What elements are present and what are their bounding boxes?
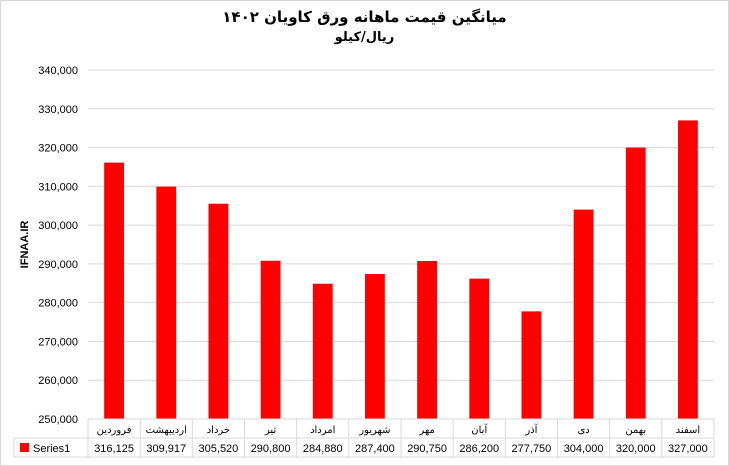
data-label: 287,400 — [355, 443, 395, 455]
chart-title: میانگین قیمت ماهانه ورق کاویان ۱۴۰۲ — [222, 8, 507, 26]
bar — [260, 260, 281, 419]
bar — [573, 209, 594, 419]
data-label: 327,000 — [668, 443, 708, 455]
y-tick-label: 330,000 — [38, 104, 78, 116]
y-tick-label: 300,000 — [38, 220, 78, 232]
y-tick-label: 310,000 — [38, 181, 78, 193]
bar — [365, 273, 385, 419]
x-tick-label: اردیبهشت — [146, 425, 187, 436]
data-label: 320,000 — [616, 443, 656, 455]
data-label: 277,750 — [512, 443, 552, 455]
bar — [312, 283, 333, 419]
y-tick-label: 340,000 — [38, 65, 78, 77]
bar — [104, 162, 124, 419]
x-tick-label: آبان — [471, 423, 488, 436]
y-tick-label: 250,000 — [38, 414, 78, 426]
x-tick-label: فروردین — [97, 425, 132, 436]
y-tick-label: 280,000 — [38, 298, 78, 310]
x-tick-label: اسفند — [676, 425, 700, 436]
y-tick-label: 260,000 — [38, 375, 78, 387]
data-label: 309,917 — [146, 443, 186, 455]
x-tick-label: خرداد — [207, 425, 230, 436]
bar — [678, 120, 698, 420]
chart-subtitle: ریال/کیلو — [334, 30, 395, 45]
x-tick-label: بهمن — [625, 425, 646, 436]
bar — [208, 203, 229, 419]
legend-key — [20, 443, 29, 452]
y-tick-label: 270,000 — [38, 336, 78, 348]
x-tick-label: مهر — [418, 425, 434, 436]
bar — [156, 186, 177, 419]
x-tick-label: امرداد — [310, 425, 335, 436]
y-tick-label: 320,000 — [38, 143, 78, 155]
y-axis-label: IFNAA.IR — [19, 221, 31, 269]
x-tick-label: آذر — [524, 423, 538, 436]
data-label: 305,520 — [199, 443, 239, 455]
x-tick-label: تیر — [264, 425, 277, 436]
data-label: 290,800 — [251, 443, 291, 455]
bar — [625, 147, 646, 420]
legend-label: Series1 — [33, 443, 70, 455]
y-tick-label: 290,000 — [38, 259, 78, 271]
data-label: 284,880 — [303, 443, 343, 455]
x-tick-label: دی — [577, 425, 589, 436]
bar — [417, 260, 437, 419]
data-label: 304,000 — [564, 443, 604, 455]
data-label: 316,125 — [94, 443, 134, 455]
bar — [469, 278, 490, 419]
data-label: 286,200 — [459, 443, 499, 455]
bar — [521, 311, 542, 419]
x-tick-label: شهریور — [358, 425, 390, 436]
data-label: 290,750 — [407, 443, 447, 455]
